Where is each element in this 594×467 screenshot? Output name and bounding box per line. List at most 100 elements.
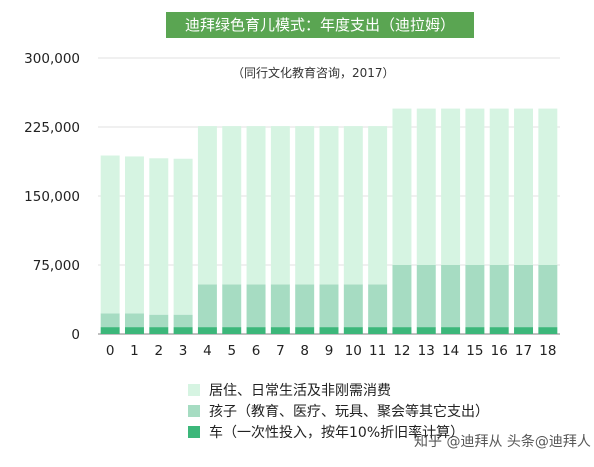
x-tick-label: 1	[130, 343, 139, 359]
bar-stack	[392, 108, 412, 334]
bar-stack	[149, 158, 169, 334]
bar-segment-living	[246, 126, 266, 285]
bar-stack	[246, 126, 266, 334]
x-tick-label: 15	[466, 343, 483, 359]
bar-stack	[295, 126, 315, 334]
bar-stack	[100, 155, 120, 334]
bar-segment-child	[270, 284, 290, 328]
bar-segment-living	[295, 126, 315, 285]
bar-segment-child	[465, 265, 485, 328]
bar-segment-living	[197, 126, 217, 285]
watermark: 知乎 @迪拜从 头条@迪拜人	[414, 434, 591, 450]
bar-segment-living	[416, 108, 436, 265]
bar-stack	[514, 108, 534, 334]
y-tick-label: 150,000	[24, 189, 80, 205]
bar-segment-living	[319, 126, 339, 285]
bar-segment-living	[173, 158, 193, 315]
y-tick-label: 300,000	[24, 51, 80, 67]
bar-segment-car	[465, 327, 485, 334]
x-tick-label: 6	[252, 343, 261, 359]
bar-stack	[368, 126, 388, 334]
bar-segment-living	[270, 126, 290, 285]
bar-segment-living	[514, 108, 534, 265]
bar-segment-car	[343, 327, 363, 334]
bar-stack	[197, 126, 217, 334]
bars	[100, 108, 558, 334]
bar-stack	[222, 126, 242, 334]
y-tick-label: 225,000	[24, 120, 80, 136]
bar-segment-car	[319, 327, 339, 334]
bar-segment-car	[270, 327, 290, 334]
bar-segment-child	[295, 284, 315, 328]
x-tick-label: 0	[106, 343, 115, 359]
bar-segment-living	[222, 126, 242, 285]
bar-segment-living	[441, 108, 461, 265]
x-tick-label: 8	[300, 343, 309, 359]
bar-segment-living	[124, 156, 144, 314]
bar-segment-car	[295, 327, 315, 334]
bar-segment-child	[538, 265, 558, 328]
bar-segment-car	[489, 327, 509, 334]
x-tick-label: 16	[491, 343, 508, 359]
bar-segment-living	[368, 126, 388, 285]
legend-label-living: 居住、日常生活及非刚需消费	[209, 382, 391, 399]
x-axis-ticks: 0 1 2 3 4 5 6 7 8 9 10 11 12 13 14 15 16 17 18	[106, 343, 557, 359]
bar-segment-child	[319, 284, 339, 328]
bar-segment-living	[149, 158, 169, 315]
bar-segment-child	[100, 313, 120, 328]
legend-swatch-child	[188, 404, 200, 417]
bar-segment-car	[173, 327, 193, 334]
chart-title: 迪拜绿色育儿模式：年度支出（迪拉姆）	[166, 12, 474, 38]
legend-label-child: 孩子（教育、医疗、玩具、聚会等其它支出）	[209, 403, 489, 420]
bar-segment-car	[368, 327, 388, 334]
bar-segment-child	[149, 314, 169, 328]
x-tick-label: 2	[154, 343, 163, 359]
bar-segment-car	[514, 327, 534, 334]
legend-item-living: 居住、日常生活及非刚需消费	[188, 379, 489, 400]
bar-segment-car	[246, 327, 266, 334]
bar-stack	[124, 156, 144, 334]
bar-stack	[270, 126, 290, 334]
x-tick-label: 4	[203, 343, 212, 359]
bar-segment-car	[222, 327, 242, 334]
x-tick-label: 7	[276, 343, 285, 359]
bar-segment-car	[149, 327, 169, 334]
bar-stack	[441, 108, 461, 334]
bar-segment-car	[416, 327, 436, 334]
bar-segment-child	[368, 284, 388, 328]
bar-segment-child	[222, 284, 242, 328]
legend-swatch-living	[188, 383, 200, 396]
bar-segment-car	[392, 327, 412, 334]
x-tick-label: 18	[539, 343, 556, 359]
x-tick-label: 17	[515, 343, 532, 359]
bar-stack	[319, 126, 339, 334]
chart-subtitle: （同行文化教育咨询，2017）	[232, 66, 395, 80]
legend-item-car: 车（一次性投入，按年10%折旧率计算）	[188, 421, 489, 442]
bar-segment-living	[489, 108, 509, 265]
bar-segment-child	[246, 284, 266, 328]
y-tick-label: 75,000	[33, 258, 80, 274]
bar-segment-child	[197, 284, 217, 328]
x-tick-label: 10	[345, 343, 362, 359]
legend-item-child: 孩子（教育、医疗、玩具、聚会等其它支出）	[188, 400, 489, 421]
bar-segment-car	[100, 327, 120, 334]
bar-stack	[173, 158, 193, 334]
legend-swatch-car	[188, 425, 200, 438]
bar-segment-child	[124, 313, 144, 328]
bar-stack	[489, 108, 509, 334]
bar-stack	[465, 108, 485, 334]
bar-segment-living	[465, 108, 485, 265]
bar-segment-child	[489, 265, 509, 328]
bar-segment-car	[441, 327, 461, 334]
y-tick-label: 0	[71, 327, 80, 343]
bar-stack	[343, 126, 363, 334]
x-tick-label: 3	[179, 343, 188, 359]
bar-segment-living	[100, 155, 120, 314]
legend-label-car: 车（一次性投入，按年10%折旧率计算）	[209, 424, 465, 441]
bar-segment-car	[197, 327, 217, 334]
bar-segment-child	[416, 265, 436, 328]
legend: 居住、日常生活及非刚需消费 孩子（教育、医疗、玩具、聚会等其它支出） 车（一次性…	[188, 379, 489, 442]
bar-stack	[416, 108, 436, 334]
bar-segment-child	[343, 284, 363, 328]
